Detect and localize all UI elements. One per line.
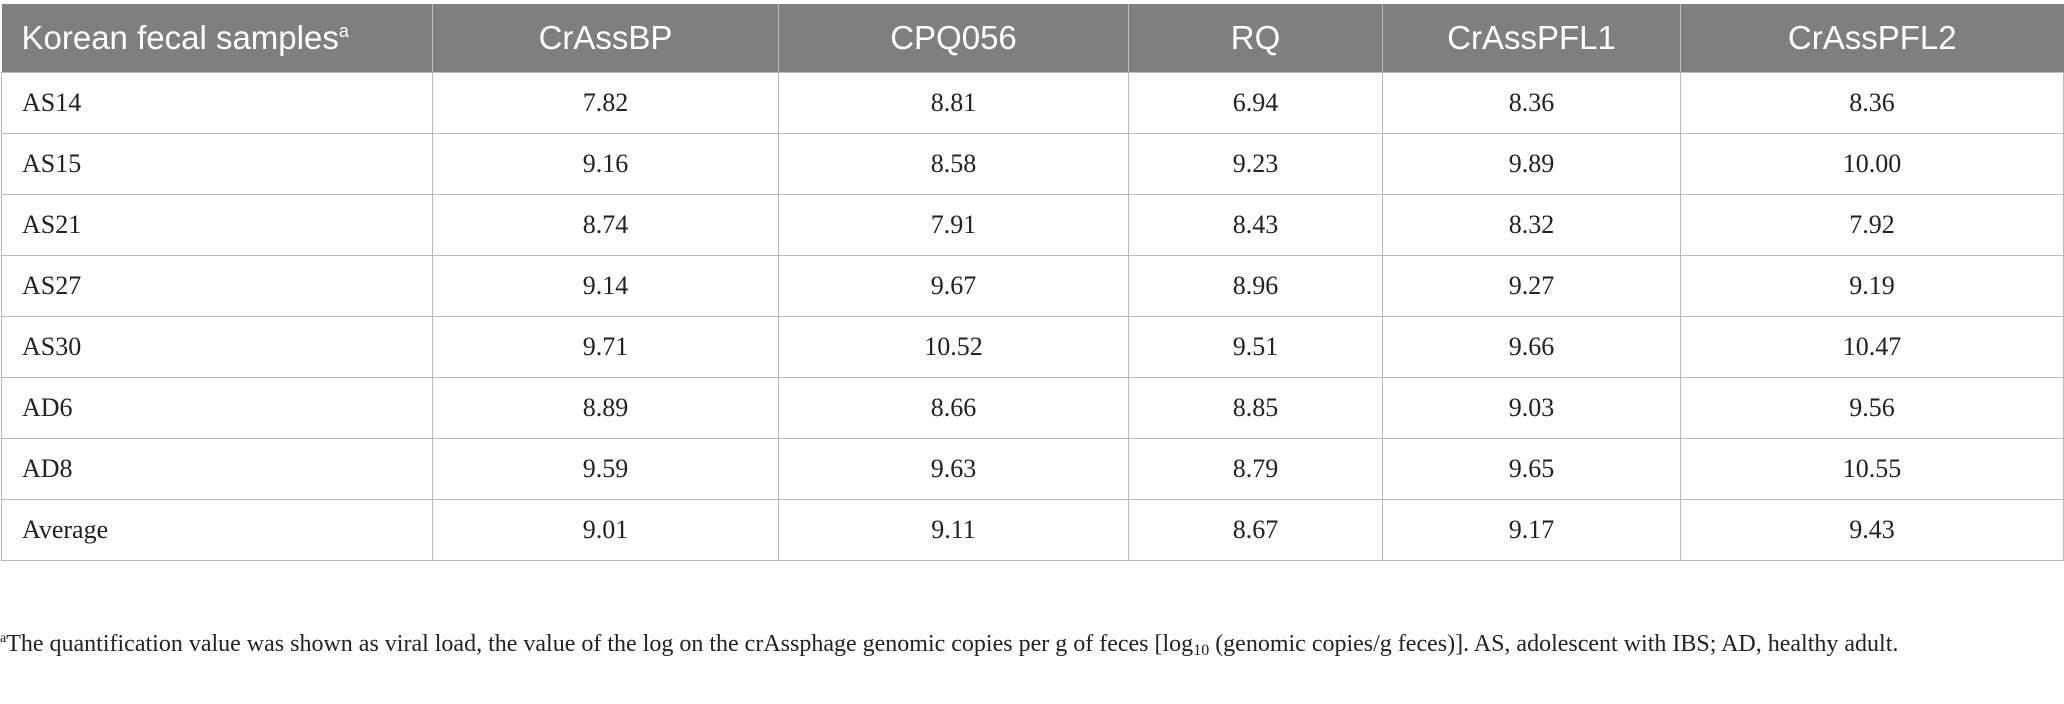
value-cell: 9.63 [778,438,1129,500]
table-header: Korean fecal samplesa CrAssBP CPQ056 RQ … [1,4,2064,73]
value-cell: 9.66 [1382,316,1681,378]
header-col-cpq056: CPQ056 [778,4,1129,73]
value-cell: 7.92 [1680,194,2064,256]
document: Korean fecal samplesa CrAssBP CPQ056 RQ … [0,4,2064,659]
value-cell: 10.55 [1680,438,2064,500]
value-cell: 8.79 [1128,438,1383,500]
value-cell: 9.43 [1680,499,2064,561]
value-cell: 10.52 [778,316,1129,378]
value-cell: 10.47 [1680,316,2064,378]
value-cell: 8.66 [778,377,1129,439]
value-cell: 9.56 [1680,377,2064,439]
sample-cell: AS30 [1,316,433,378]
viral-load-table: Korean fecal samplesa CrAssBP CPQ056 RQ … [1,4,2064,561]
table-row: AD6 8.89 8.66 8.85 9.03 9.56 [1,377,2064,439]
header-sample-col: Korean fecal samplesa [1,4,433,73]
footnote-text-before: The quantification value was shown as vi… [6,631,1194,657]
value-cell: 8.36 [1382,72,1681,134]
value-cell: 8.85 [1128,377,1383,439]
table-body: AS14 7.82 8.81 6.94 8.36 8.36 AS15 9.16 … [1,72,2064,561]
value-cell: 9.14 [432,255,779,317]
footnote-subscript: 10 [1193,642,1210,659]
header-col-crasspfl1: CrAssPFL1 [1382,4,1681,73]
value-cell: 8.89 [432,377,779,439]
footnote-text-after: (genomic copies/g feces)]. AS, adolescen… [1209,631,1899,657]
sample-cell: AS21 [1,194,433,256]
value-cell: 9.03 [1382,377,1681,439]
value-cell: 9.11 [778,499,1129,561]
value-cell: 8.67 [1128,499,1383,561]
value-cell: 10.00 [1680,133,2064,195]
value-cell: 9.17 [1382,499,1681,561]
header-row: Korean fecal samplesa CrAssBP CPQ056 RQ … [1,4,2064,73]
value-cell: 8.58 [778,133,1129,195]
value-cell: 8.81 [778,72,1129,134]
value-cell: 8.36 [1680,72,2064,134]
value-cell: 9.89 [1382,133,1681,195]
table-row: AS27 9.14 9.67 8.96 9.27 9.19 [1,255,2064,317]
value-cell: 8.96 [1128,255,1383,317]
value-cell: 8.32 [1382,194,1681,256]
table-row: AS15 9.16 8.58 9.23 9.89 10.00 [1,133,2064,195]
value-cell: 6.94 [1128,72,1383,134]
value-cell: 9.71 [432,316,779,378]
header-col-crassbp: CrAssBP [432,4,779,73]
sample-cell: Average [1,499,433,561]
value-cell: 9.67 [778,255,1129,317]
table-row: AS30 9.71 10.52 9.51 9.66 10.47 [1,316,2064,378]
value-cell: 8.74 [432,194,779,256]
average-row: Average 9.01 9.11 8.67 9.17 9.43 [1,499,2064,561]
value-cell: 9.59 [432,438,779,500]
sample-cell: AD6 [1,377,433,439]
header-col-rq: RQ [1128,4,1383,73]
value-cell: 9.01 [432,499,779,561]
sample-cell: AS14 [1,72,433,134]
table-footnote: aThe quantification value was shown as v… [0,626,2062,663]
value-cell: 9.65 [1382,438,1681,500]
value-cell: 7.91 [778,194,1129,256]
value-cell: 9.27 [1382,255,1681,317]
table-row: AS14 7.82 8.81 6.94 8.36 8.36 [1,72,2064,134]
value-cell: 9.19 [1680,255,2064,317]
value-cell: 7.82 [432,72,779,134]
header-col-crasspfl2: CrAssPFL2 [1680,4,2064,73]
footnote-marker: a [0,631,7,646]
value-cell: 9.51 [1128,316,1383,378]
table-row: AD8 9.59 9.63 8.79 9.65 10.55 [1,438,2064,500]
value-cell: 9.23 [1128,133,1383,195]
sample-cell: AD8 [1,438,433,500]
header-footnote-marker: a [338,21,349,41]
table-row: AS21 8.74 7.91 8.43 8.32 7.92 [1,194,2064,256]
value-cell: 8.43 [1128,194,1383,256]
header-sample-label: Korean fecal samples [21,19,339,56]
sample-cell: AS27 [1,255,433,317]
sample-cell: AS15 [1,133,433,195]
value-cell: 9.16 [432,133,779,195]
